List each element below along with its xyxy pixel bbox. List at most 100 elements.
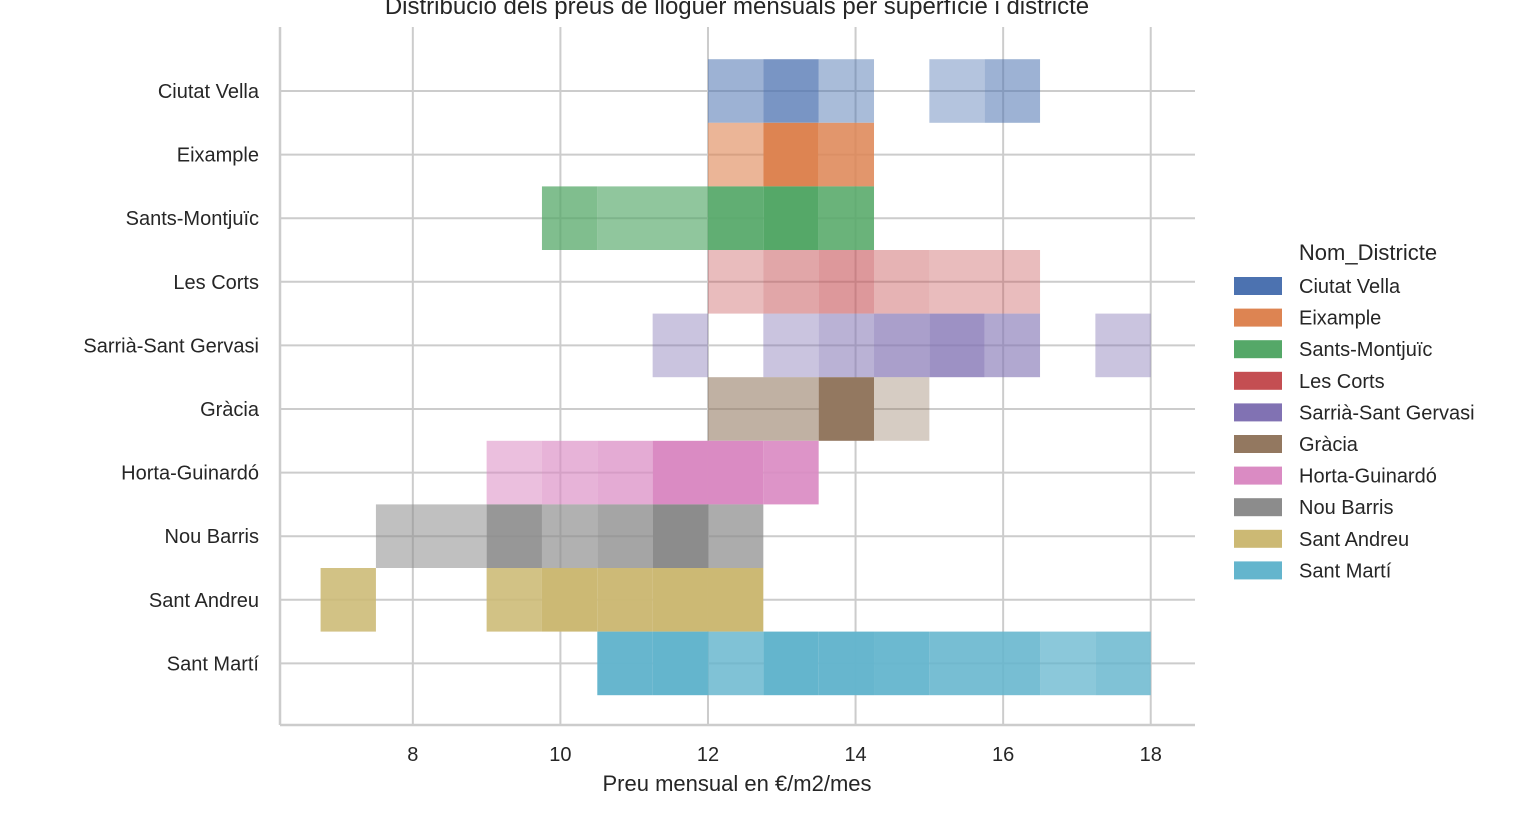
heatmap-cell <box>486 504 542 568</box>
legend-label: Gràcia <box>1299 434 1359 456</box>
heatmap-cell <box>818 631 875 696</box>
heatmap-cell <box>763 631 819 696</box>
heatmap-cell <box>597 568 653 632</box>
heatmap-cell <box>929 631 1041 696</box>
heatmap-cell <box>597 504 653 568</box>
heatmap-cell <box>763 186 819 250</box>
legend-swatch <box>1234 529 1282 548</box>
y-tick-label: Horta-Guinardó <box>121 463 259 485</box>
heatmap-cell <box>818 313 875 378</box>
y-tick-label: Gràcia <box>200 399 260 421</box>
x-tick-label: 16 <box>992 744 1014 766</box>
x-tick-label: 10 <box>549 744 571 766</box>
heatmap-cell <box>652 631 708 696</box>
heatmap-cell <box>320 568 376 632</box>
heatmap-cell <box>541 440 598 505</box>
heatmap-cell <box>818 59 875 123</box>
y-tick-label: Les Corts <box>173 272 259 294</box>
legend-swatch <box>1234 466 1282 485</box>
x-axis-ticks: 8 10 12 14 16 18 <box>407 744 1162 766</box>
y-tick-label: Nou Barris <box>165 526 259 548</box>
axes-spines <box>278 27 1195 727</box>
y-axis-ticks: Ciutat Vella Eixample Sants-Montjuïc Les Co… <box>83 81 260 675</box>
heatmap-cell <box>763 250 819 314</box>
legend-label: Sant Andreu <box>1299 529 1409 551</box>
heatmap-cell <box>763 122 819 187</box>
x-tick-label: 14 <box>844 744 866 766</box>
heatmap-cell <box>375 504 487 568</box>
legend-label: Ciutat Vella <box>1299 276 1401 298</box>
x-axis-label: Preu mensual en €/m2/mes <box>602 771 871 796</box>
legend-swatch <box>1234 371 1282 390</box>
heatmap-cell <box>652 568 708 632</box>
heatmap-cell <box>929 59 985 123</box>
heatmap-cell <box>707 59 764 123</box>
y-tick-label: Sant Martí <box>167 653 260 675</box>
legend-label: Horta-Guinardó <box>1299 466 1437 488</box>
heatmap-cell <box>597 440 653 505</box>
heatmap-cell <box>874 631 930 696</box>
y-tick-label: Sants-Montjuïc <box>126 208 259 230</box>
heatmap-cell <box>763 59 819 123</box>
heatmap-cell <box>652 313 708 378</box>
heatmap-cell <box>652 504 708 568</box>
heatmap-cell <box>707 568 764 632</box>
legend-swatch <box>1234 498 1282 517</box>
heatmap-cell <box>984 313 1041 378</box>
heatmap-cell <box>707 504 764 568</box>
y-tick-label: Eixample <box>177 145 259 167</box>
legend-label: Eixample <box>1299 308 1381 330</box>
chart-title: Distribució dels preus de lloguer mensua… <box>385 0 1089 20</box>
heatmap-cell <box>818 377 875 441</box>
heatmap-cell <box>707 440 764 505</box>
heatmap-cell <box>818 122 875 187</box>
heatmap-cell <box>929 250 1041 314</box>
legend-swatch <box>1234 277 1282 295</box>
heatmap-cell <box>486 440 542 505</box>
legend-swatch <box>1234 308 1282 327</box>
legend-label: Sants-Montjuïc <box>1299 339 1432 361</box>
heatmap-cell <box>1040 631 1096 696</box>
x-tick-label: 18 <box>1140 744 1162 766</box>
heatmap-cell <box>929 313 985 378</box>
heatmap-cells <box>320 59 1151 696</box>
heatmap-cell <box>818 250 875 314</box>
heatmap-cell <box>707 186 764 250</box>
heatmap-cell <box>707 122 764 187</box>
y-tick-label: Ciutat Vella <box>158 81 260 103</box>
legend-swatch <box>1234 435 1282 453</box>
x-tick-label: 8 <box>407 744 418 766</box>
legend-swatch <box>1234 403 1282 422</box>
legend-label: Nou Barris <box>1299 497 1393 519</box>
legend-label: Sarrià-Sant Gervasi <box>1299 402 1475 424</box>
heatmap-cell <box>707 377 819 441</box>
heatmap-cell <box>818 186 875 250</box>
legend: Nom_Districte Ciutat Vella Eixample Sants-… <box>1234 240 1475 582</box>
heatmap-cell <box>652 440 708 505</box>
heatmap-cell <box>597 631 653 696</box>
heatmap-cell <box>763 313 819 378</box>
heatmap-cell <box>707 631 764 696</box>
legend-items: Ciutat Vella Eixample Sants-Montjuïc Les Co… <box>1234 276 1475 582</box>
heatmap-cell <box>874 313 930 378</box>
heatmap-cell <box>763 440 819 505</box>
y-tick-label: Sant Andreu <box>149 590 259 612</box>
heatmap-cell <box>874 250 930 314</box>
legend-swatch <box>1234 561 1282 580</box>
heatmap-cell <box>707 250 764 314</box>
heatmap-cell <box>597 186 708 250</box>
y-tick-label: Sarrià-Sant Gervasi <box>83 335 259 357</box>
legend-label: Les Corts <box>1299 371 1385 393</box>
heatmap-cell <box>1095 313 1151 378</box>
x-tick-label: 12 <box>697 744 719 766</box>
heatmap-cell <box>541 186 598 250</box>
legend-label: Sant Martí <box>1299 560 1392 582</box>
heatmap-cell <box>541 504 598 568</box>
heatmap-cell <box>486 568 542 632</box>
heatmap-cell <box>541 568 598 632</box>
heatmap-cell <box>984 59 1041 123</box>
heatmap-cell <box>1095 631 1151 696</box>
heatmap-cell <box>874 377 930 441</box>
legend-title: Nom_Districte <box>1299 240 1437 265</box>
